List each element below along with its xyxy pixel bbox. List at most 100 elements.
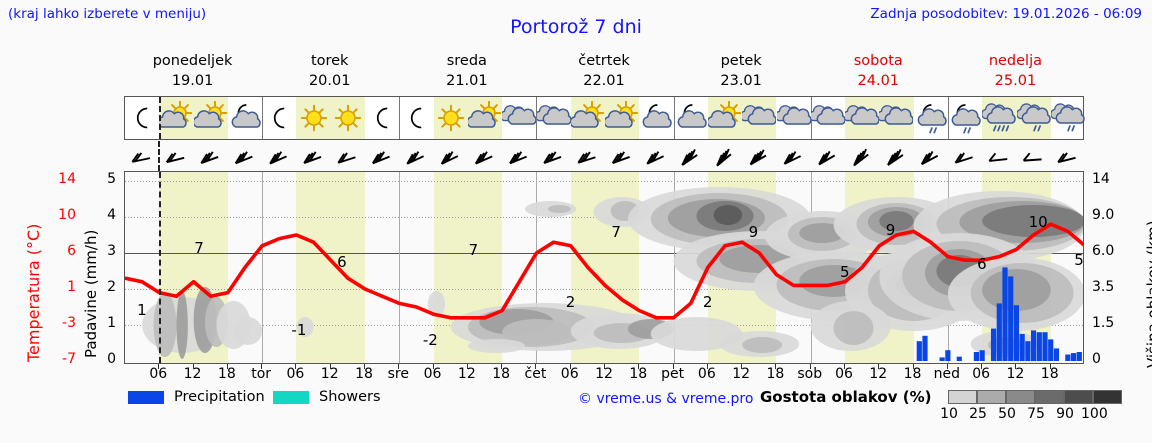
x-tick-12: 06 [560, 366, 579, 382]
precipitation-legend-swatch [128, 391, 164, 404]
precipitation-bar-21 [1076, 352, 1082, 361]
temperature-tick-4: -3 [62, 315, 76, 331]
cloud-height-tick-4: 1.5 [1092, 315, 1115, 331]
cloud-density-legend-title: Gostota oblakov (%) [760, 388, 932, 406]
precipitation-bar-8 [996, 303, 1002, 361]
precipitation-bar-10 [1008, 276, 1014, 361]
precipitation-tick-0: 5 [107, 171, 116, 187]
x-tick-0: 06 [149, 366, 168, 382]
day-date: 23.01 [720, 72, 762, 89]
x-tickmark-19 [809, 364, 811, 369]
cloud-icon [536, 101, 571, 135]
day-name: ponedeljek [152, 53, 233, 69]
x-tickmark-20 [844, 364, 845, 369]
x-tickmark-23 [946, 364, 948, 369]
cloud-blob-31 [799, 223, 846, 243]
cloud-height-tick-0: 14 [1092, 171, 1110, 187]
cloud-icon [742, 101, 777, 135]
cloud-density-swatch-25 [977, 390, 1006, 404]
day-header-0: ponedeljek 19.01 [124, 52, 261, 91]
day-header-1: torek 20.01 [261, 52, 398, 91]
showers-legend-label: Showers [319, 389, 381, 405]
horizontal-gridline-2 [125, 253, 1083, 254]
current-time-line [159, 172, 162, 363]
x-tick-24: 06 [972, 366, 991, 382]
cloud-density-swatch-100 [1093, 390, 1122, 404]
showers-legend-swatch [273, 391, 309, 404]
temperature-annotation-5: 7 [468, 241, 479, 259]
precipitation-bar-2 [939, 357, 945, 361]
day-header-2: sreda 21.01 [398, 52, 535, 91]
now-line-icons [159, 97, 162, 139]
x-tick-17: 12 [732, 366, 751, 382]
cloud-density-step-1: 25 [969, 406, 987, 422]
precipitation-bar-11 [1013, 305, 1020, 361]
temperature-annotation-7: 7 [611, 223, 621, 241]
icon-day-separator-2 [399, 97, 401, 139]
x-tickmark-16 [706, 364, 708, 369]
x-tickmark-26 [1049, 364, 1051, 369]
cloud-height-tick-3: 3.5 [1092, 279, 1115, 295]
x-tickmark-3 [261, 364, 263, 369]
page-title: Portorož 7 dni [510, 16, 642, 38]
moon-icon [262, 101, 296, 135]
precipitation-bar-5 [973, 352, 980, 361]
temperature-annotation-3: 6 [337, 253, 347, 271]
day-name: petek [720, 53, 762, 69]
temperature-tick-0: 14 [58, 171, 76, 187]
x-tickmark-14 [638, 364, 640, 369]
temperature-annotation-0: 1 [137, 301, 147, 319]
cloud-rain-icon [1050, 101, 1085, 135]
horizontal-gridline-3 [125, 289, 1083, 290]
day-name: torek [310, 53, 349, 69]
temperature-tick-2: 6 [67, 243, 76, 259]
day-date: 25.01 [994, 72, 1037, 89]
precipitation-bar-0 [916, 341, 922, 361]
precipitation-bar-7 [990, 328, 997, 361]
last-update-label: Zadnja posodobitev: 19.01.2026 - 06:09 [870, 6, 1142, 22]
precipitation-bar-12 [1019, 334, 1025, 361]
x-tickmark-22 [912, 364, 914, 369]
icon-day-separator-1 [262, 97, 264, 139]
x-tick-19: sob [797, 366, 823, 382]
sun-cloud-icon [605, 101, 639, 135]
x-tick-23: ned [933, 366, 961, 382]
cloud-blob-16 [650, 317, 743, 351]
cloud-blob-55 [833, 311, 874, 345]
x-tick-4: 06 [286, 366, 305, 382]
day-header-5: sobota 24.01 [810, 52, 947, 91]
icon-day-separator-6 [947, 97, 949, 139]
day-date: 24.01 [857, 72, 900, 89]
precipitation-bar-14 [1030, 330, 1037, 361]
cloud-density-swatch-50 [1006, 390, 1035, 404]
x-tick-18: 18 [766, 366, 785, 382]
cloud-density-step-4: 90 [1056, 406, 1074, 422]
copyright-link[interactable]: © vreme.us & vreme.pro [578, 391, 754, 407]
x-tick-3: tor [251, 366, 272, 382]
precipitation-tick-1: 4 [107, 207, 116, 223]
cloud-rain-icon [1016, 101, 1051, 135]
day-date: 21.01 [446, 72, 488, 89]
day-date: 20.01 [308, 72, 351, 89]
day-header-6: nedelja 25.01 [947, 52, 1084, 91]
day-header-3: četrtek 22.01 [535, 52, 672, 91]
x-tickmark-15 [672, 364, 674, 369]
cloud-density-step-3: 75 [1027, 406, 1045, 422]
precipitation-bars [916, 267, 1082, 361]
now-line-wind [158, 141, 161, 171]
cloud-blob-18 [547, 205, 571, 213]
x-tickmark-11 [535, 364, 537, 369]
cloud-blob-12 [502, 319, 571, 345]
sun-icon [331, 101, 365, 135]
precipitation-tick-5: 0 [107, 351, 116, 367]
precipitation-axis-title: Padavine (mm/h) [60, 172, 100, 362]
icon-day-separator-4 [673, 97, 675, 139]
x-tickmark-18 [775, 364, 777, 369]
x-tick-15: pet [661, 366, 685, 382]
horizontal-gridline-0 [125, 181, 1083, 182]
sun-cloud-icon [708, 101, 742, 135]
moon-cloud-icon [639, 101, 673, 135]
x-tick-6: 18 [355, 366, 373, 382]
day-separator-3 [536, 172, 538, 363]
temperature-annotation-8: 2 [702, 293, 713, 311]
